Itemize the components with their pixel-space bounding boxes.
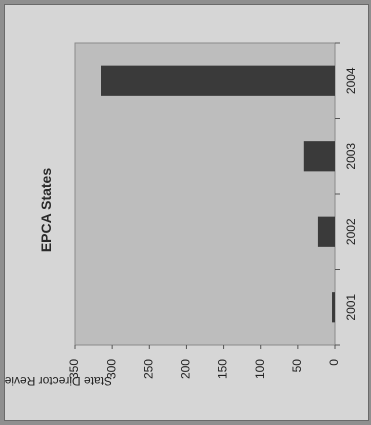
value-tick-label: 0 [327,359,341,366]
value-tick-label: 250 [141,359,155,379]
category-label-2003: 2003 [344,143,358,170]
category-label-2001: 2001 [344,294,358,321]
bars-group [101,65,335,323]
bar-2001 [332,292,335,323]
chart-title: EPCA States [38,168,54,253]
category-axis: 2001 2002 2003 2004 [335,42,358,346]
value-tick-label: 100 [253,359,267,379]
y-axis-title: State Director Reviews [5,374,112,388]
value-tick-label: 200 [179,359,193,379]
value-tick-label: 300 [104,359,118,379]
chart-frame: EPCA States State Director Reviews 0 50 10… [4,4,369,421]
bar-2002 [317,216,335,247]
category-label-2004: 2004 [344,67,358,94]
bar-2004 [101,65,335,96]
category-label-2002: 2002 [344,218,358,245]
value-tick-label: 50 [290,359,304,373]
chart: EPCA States State Director Reviews 0 50 10… [5,42,358,388]
value-tick-label: 150 [216,359,230,379]
value-tick-label: 350 [67,359,81,379]
bar-2003 [303,141,335,172]
value-axis: 0 50 100 150 200 250 300 350 [67,345,341,379]
